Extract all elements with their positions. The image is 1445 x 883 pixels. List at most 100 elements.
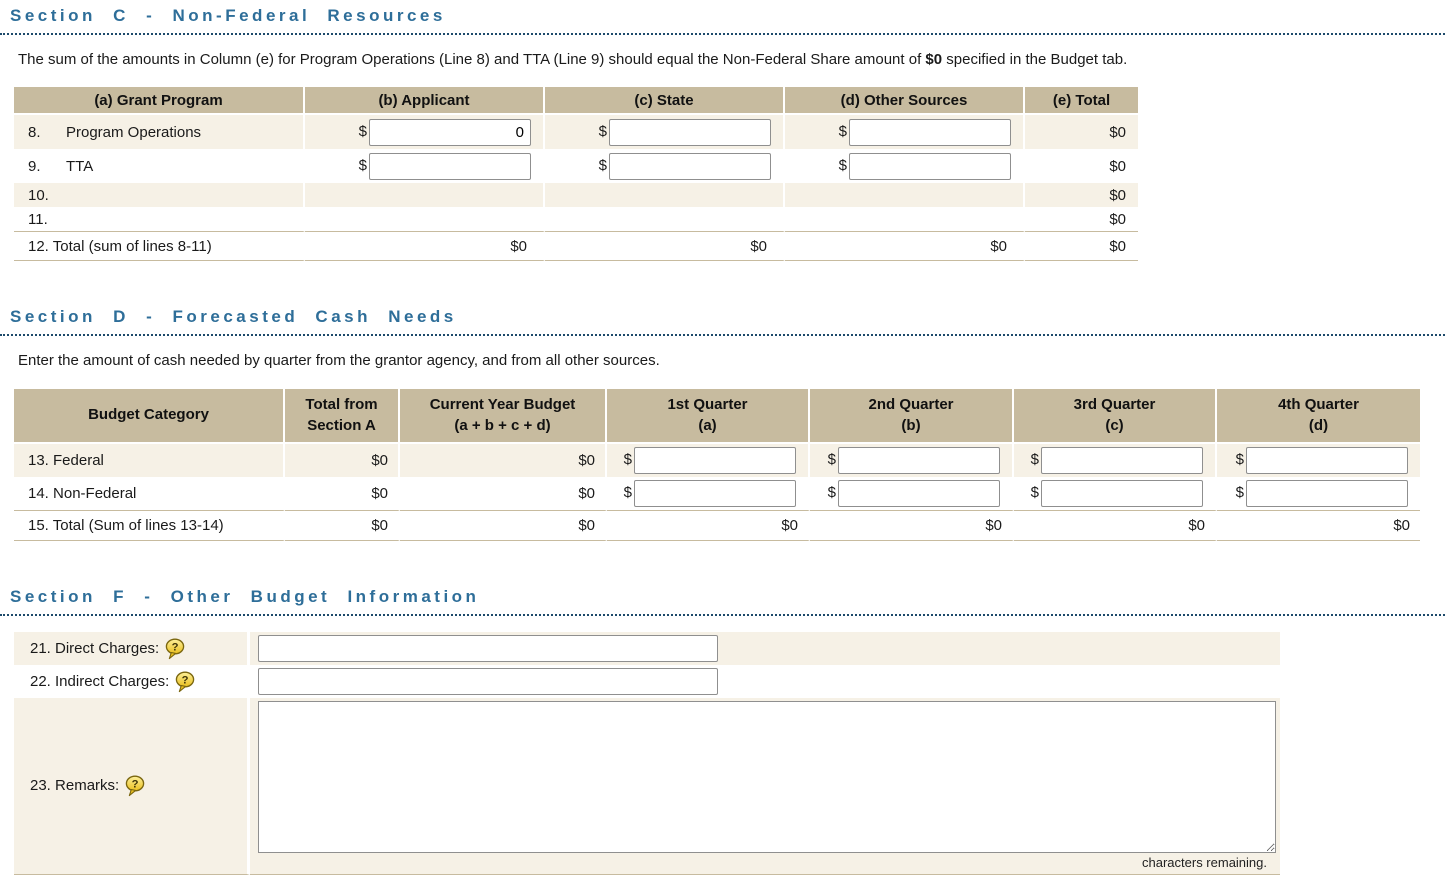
indirect-charges-input[interactable] [258, 668, 718, 695]
dollar-sign: $ [1030, 484, 1039, 502]
line15-q2-total: $0 [810, 510, 1014, 541]
table-row-total: 15. Total (Sum of lines 13-14) $0 $0 $0 … [14, 510, 1420, 541]
svg-text:?: ? [182, 674, 189, 686]
line14-section-a-total: $0 [285, 477, 400, 510]
line8-state-input[interactable] [609, 118, 771, 146]
row-number: 10. [28, 186, 49, 204]
section-d-title: Section D - Forecasted Cash Needs [10, 307, 457, 326]
table-header-row: Budget Category Total from Section A Curr… [14, 389, 1420, 444]
q3-amount-cell: $ [1014, 477, 1217, 510]
line8-applicant-input[interactable] [369, 118, 531, 146]
row-number: 11. [28, 210, 48, 228]
indirect-charges-label: 22. Indirect Charges: [30, 672, 170, 690]
dollar-sign: $ [1030, 451, 1039, 469]
q1-amount-cell: $ [607, 477, 810, 510]
col-header-total-from-section-a: Total from Section A [285, 389, 400, 444]
section-c-heading: Section C - Non-Federal Resources [0, 0, 1445, 35]
row-label: 13. Federal [14, 444, 285, 477]
dollar-sign: $ [623, 484, 632, 502]
line14-current-year-total: $0 [400, 477, 607, 510]
line12-state-total: $0 [545, 231, 785, 261]
remarks-help-icon[interactable]: ? [125, 775, 145, 797]
q4-amount-cell: $ [1217, 444, 1420, 477]
row-label: Program Operations [66, 123, 202, 141]
dollar-sign: $ [827, 451, 836, 469]
row-label: TTA [66, 157, 94, 175]
line13-q2-input[interactable] [838, 447, 1000, 474]
line14-q4-input[interactable] [1246, 480, 1408, 507]
line9-state-input[interactable] [609, 152, 771, 180]
remarks-field-cell: characters remaining. [250, 698, 1280, 875]
line15-q1-total: $0 [607, 510, 810, 541]
indirect-charges-help-icon[interactable]: ? [175, 670, 195, 693]
line13-current-year-total: $0 [400, 444, 607, 477]
remarks-label-cell: 23. Remarks:? [14, 698, 250, 875]
svg-text:?: ? [172, 641, 179, 653]
row-label-cell: 10. [14, 183, 305, 207]
empty-cell [785, 183, 1025, 207]
col-header-3rd-quarter: 3rd Quarter (c) [1014, 389, 1217, 444]
direct-charges-input[interactable] [258, 635, 718, 662]
direct-charges-label: 21. Direct Charges: [30, 639, 160, 657]
direct-charges-help-icon[interactable]: ? [165, 637, 185, 660]
line14-q2-input[interactable] [838, 480, 1000, 507]
total-row-label: 12. Total (sum of lines 8-11) [14, 231, 305, 261]
state-amount-cell: $ [545, 149, 785, 183]
col-header-other-sources: (d) Other Sources [785, 87, 1025, 115]
row-label: 14. Non-Federal [14, 477, 285, 510]
dollar-sign: $ [598, 156, 607, 174]
row-label-cell: 11. [14, 207, 305, 231]
q3-amount-cell: $ [1014, 444, 1217, 477]
line9-applicant-input[interactable] [369, 152, 531, 180]
table-row-non-federal: 14. Non-Federal $0 $0 $ $ $ $ [14, 477, 1420, 510]
remarks-textarea[interactable] [258, 701, 1276, 853]
indirect-charges-field-cell [250, 665, 1280, 698]
indirect-charges-label-cell: 22. Indirect Charges:? [14, 665, 250, 698]
line13-q1-input[interactable] [634, 447, 796, 474]
table-row-11: 11. $0 [14, 207, 1138, 231]
q2-amount-cell: $ [810, 444, 1014, 477]
col-header-1st-quarter: 1st Quarter (a) [607, 389, 810, 444]
dollar-sign: $ [827, 484, 836, 502]
empty-cell [545, 207, 785, 231]
line10-total-value: $0 [1025, 183, 1138, 207]
dollar-sign: $ [623, 451, 632, 469]
line12-total-value: $0 [1025, 231, 1138, 261]
line12-other-sources-total: $0 [785, 231, 1025, 261]
table-row-10: 10. $0 [14, 183, 1138, 207]
empty-cell [545, 183, 785, 207]
dollar-sign: $ [838, 156, 847, 174]
direct-charges-label-cell: 21. Direct Charges:? [14, 632, 250, 665]
line14-q1-input[interactable] [634, 480, 796, 507]
line14-q3-input[interactable] [1041, 480, 1203, 507]
other-budget-information-table: 21. Direct Charges:? 22. Indirect Charge… [14, 632, 1280, 875]
characters-remaining-note: characters remaining. [1142, 855, 1267, 870]
row-number: 8. [28, 123, 41, 141]
col-header-current-year-budget: Current Year Budget (a + b + c + d) [400, 389, 607, 444]
applicant-amount-cell: $ [305, 115, 545, 149]
total-row-label: 15. Total (Sum of lines 13-14) [14, 510, 285, 541]
col-header-2nd-quarter: 2nd Quarter (b) [810, 389, 1014, 444]
empty-cell [305, 207, 545, 231]
direct-charges-row: 21. Direct Charges:? [14, 632, 1280, 665]
line9-other-sources-input[interactable] [849, 152, 1011, 180]
line8-other-sources-input[interactable] [849, 118, 1011, 146]
svg-text:?: ? [132, 778, 139, 790]
remarks-label: 23. Remarks: [30, 776, 120, 794]
dollar-sign: $ [1235, 484, 1244, 502]
table-header-row: (a) Grant Program (b) Applicant (c) Stat… [14, 87, 1138, 115]
line13-q4-input[interactable] [1246, 447, 1408, 474]
applicant-amount-cell: $ [305, 149, 545, 183]
section-f-title: Section F - Other Budget Information [10, 587, 480, 606]
table-row-tta: 9. TTA $ $ $ $0 [14, 149, 1138, 183]
line15-q4-total: $0 [1217, 510, 1420, 541]
section-d-heading: Section D - Forecasted Cash Needs [0, 301, 1445, 336]
table-row-program-operations: 8. Program Operations $ $ $ $0 [14, 115, 1138, 149]
table-row-total: 12. Total (sum of lines 8-11) $0 $0 $0 $… [14, 231, 1138, 261]
other-sources-amount-cell: $ [785, 149, 1025, 183]
dollar-sign: $ [1235, 451, 1244, 469]
indirect-charges-row: 22. Indirect Charges:? [14, 665, 1280, 698]
row-label-cell: 9. TTA [14, 149, 305, 183]
line13-q3-input[interactable] [1041, 447, 1203, 474]
